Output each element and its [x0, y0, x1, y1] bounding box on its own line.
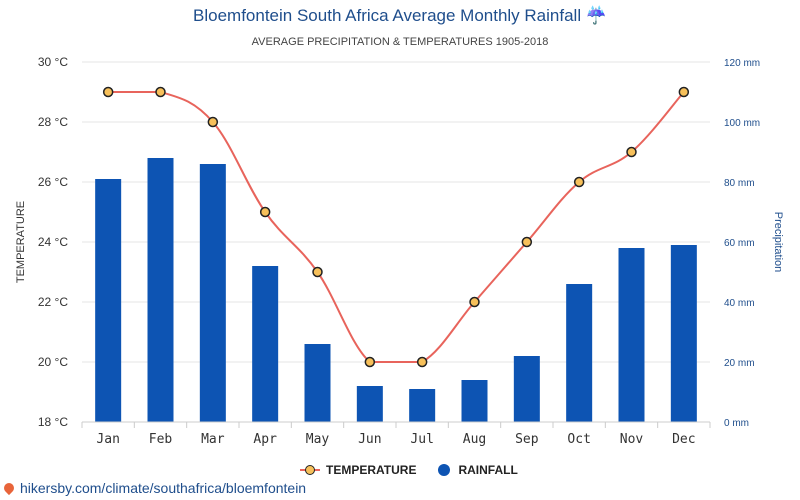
- y2-tick-label: 40 mm: [724, 298, 755, 309]
- x-tick-label: Jul: [410, 432, 433, 447]
- temperature-point: [521, 236, 533, 248]
- map-pin-icon: [1, 480, 17, 496]
- temperature-curve: [108, 91, 685, 364]
- x-tick-label: Feb: [149, 432, 173, 447]
- chart-title: Bloemfontein South Africa Average Monthl…: [193, 6, 607, 25]
- temperature-point: [155, 86, 166, 98]
- x-tick-label: Nov: [620, 432, 644, 447]
- legend-label-rainfall: RAINFALL: [458, 463, 518, 477]
- y2-tick-label: 20 mm: [724, 358, 755, 369]
- y2-tick-label: 120 mm: [724, 58, 760, 69]
- y-tick-label: 28 °C: [38, 115, 68, 129]
- temperature-point: [678, 86, 690, 98]
- y2-tick-label: 0 mm: [724, 418, 749, 429]
- x-tick-label: Sep: [515, 432, 539, 447]
- rainfall-bar: [461, 380, 488, 422]
- axes: 18 °C 20 °C 22 °C 24 °C 26 °C 28 °C 30 °C 0 mm 2…: [15, 55, 784, 447]
- x-tick-label: Jun: [358, 432, 381, 447]
- x-tick-label: Mar: [201, 432, 225, 447]
- temperature-points: [102, 86, 690, 368]
- y2-tick-label: 80 mm: [724, 178, 755, 189]
- y-tick-label: 20 °C: [38, 355, 68, 369]
- rainfall-bar: [304, 344, 331, 422]
- temperature-point: [259, 206, 271, 218]
- x-tick-label: Jan: [96, 432, 119, 447]
- y2-axis-title: Precipitation: [772, 212, 784, 273]
- chart-subtitle: AVERAGE PRECIPITATION & TEMPERATURES 190…: [251, 36, 549, 48]
- y-tick-label: 22 °C: [38, 295, 68, 309]
- rainfall-bar: [409, 389, 436, 422]
- climate-chart: 18 °C 20 °C 22 °C 24 °C 26 °C 28 °C 30 °C 0 mm 2…: [15, 55, 784, 447]
- chart-legend: TEMPERATURE RAINFALL: [300, 463, 540, 477]
- legend-item-temperature[interactable]: TEMPERATURE: [300, 463, 416, 477]
- rainfall-bar: [95, 179, 122, 422]
- temperature-point: [312, 266, 323, 278]
- y2-tick-label: 100 mm: [724, 118, 760, 129]
- x-tick-label: Dec: [672, 432, 695, 447]
- rainfall-bar: [356, 386, 383, 422]
- temperature-line: [108, 91, 685, 364]
- rainfall-bar: [670, 245, 697, 422]
- x-tick-label: May: [306, 432, 330, 447]
- temperature-point: [102, 86, 114, 98]
- rainfall-swatch: [438, 464, 451, 476]
- source-url: hikersby.com/climate/southafrica/bloemfo…: [20, 480, 307, 496]
- temperature-point: [416, 356, 428, 368]
- legend-item-rainfall[interactable]: RAINFALL: [438, 463, 518, 477]
- grid-lines: [82, 61, 710, 423]
- y-tick-label: 26 °C: [38, 175, 68, 189]
- rainfall-bar: [618, 248, 645, 422]
- temperature-point: [364, 356, 376, 368]
- rainfall-bar: [513, 356, 540, 422]
- x-tick-label: Aug: [463, 432, 486, 447]
- temperature-point: [469, 296, 480, 308]
- rainfall-bar: [566, 284, 593, 422]
- temperature-point: [207, 116, 219, 128]
- temperature-line-swatch: [300, 464, 320, 476]
- x-tick-label: Apr: [253, 432, 277, 447]
- x-tick-label: Oct: [567, 432, 590, 447]
- source-link[interactable]: hikersby.com/climate/southafrica/bloemfo…: [1, 480, 307, 496]
- legend-label-temperature: TEMPERATURE: [326, 463, 417, 477]
- rainfall-bars: [95, 158, 697, 422]
- temperature-point: [626, 146, 637, 158]
- y-tick-label: 18 °C: [38, 415, 68, 429]
- y-axis-title: TEMPERATURE: [15, 201, 27, 283]
- y2-tick-label: 60 mm: [724, 238, 755, 249]
- y-tick-label: 30 °C: [38, 55, 68, 69]
- rainfall-bar: [147, 158, 174, 422]
- rainfall-bar: [252, 266, 279, 422]
- rainfall-bar: [199, 164, 226, 422]
- y-tick-label: 24 °C: [38, 235, 68, 249]
- temperature-point: [573, 176, 585, 188]
